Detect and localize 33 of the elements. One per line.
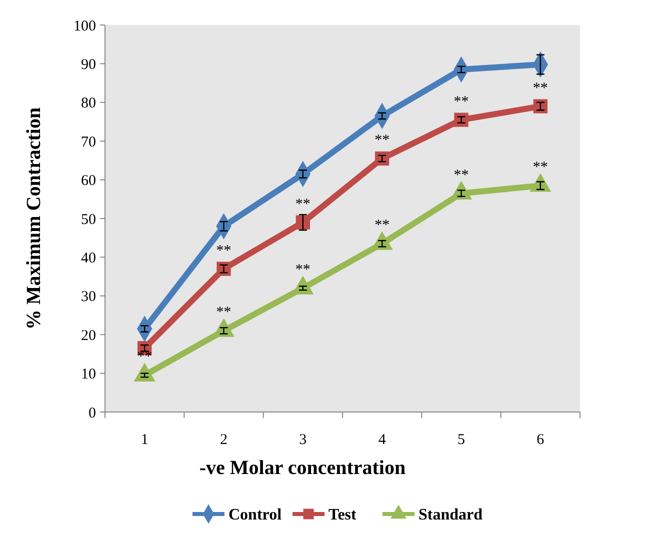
x-axis-title: -ve Molar concentration (199, 457, 406, 479)
x-tick-label: 5 (458, 432, 465, 448)
y-tick-label: 10 (81, 366, 96, 383)
y-tick-label: 20 (81, 328, 96, 344)
y-tick-label: 30 (81, 289, 96, 306)
y-tick-label: 0 (88, 405, 96, 422)
annotation: ** (454, 167, 469, 184)
annotation: ** (374, 218, 390, 234)
point (296, 215, 310, 230)
x-tick-label: 6 (536, 432, 545, 448)
annotation: ** (532, 160, 548, 176)
y-tick-label: 60 (81, 173, 96, 190)
y-tick-label: 50 (81, 212, 96, 228)
x-tick-label: 1 (140, 432, 148, 448)
annotation: ** (216, 242, 232, 259)
annotation: ** (454, 94, 469, 110)
y-tick-label: 100 (74, 18, 96, 34)
y-tick-label: 80 (81, 96, 96, 112)
y-tick-label: 70 (81, 134, 96, 150)
legend-label: Test (328, 506, 358, 524)
y-tick-label: 40 (81, 250, 96, 266)
x-tick-label: 3 (299, 432, 307, 448)
y-tick-label: 90 (81, 56, 96, 73)
annotation: ** (374, 132, 390, 149)
annotation: ** (216, 304, 232, 321)
annotation: ** (295, 196, 310, 212)
annotation: ** (295, 262, 310, 278)
y-axis-title: % Maximum Contraction (23, 107, 45, 330)
annotation: ** (532, 80, 548, 96)
legend-label: Standard (418, 506, 483, 524)
legend-label: Control (228, 506, 282, 524)
x-tick-label: 4 (378, 432, 386, 448)
x-tick-label: 2 (220, 432, 228, 448)
